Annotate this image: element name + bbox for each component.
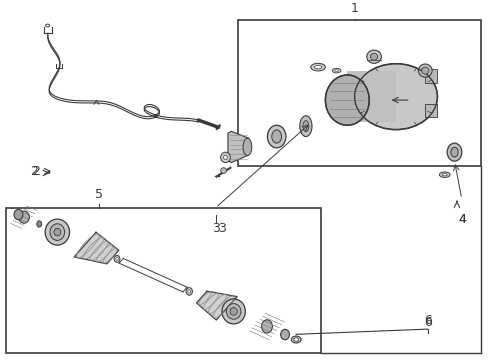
Ellipse shape xyxy=(19,211,29,223)
Ellipse shape xyxy=(447,143,462,161)
Ellipse shape xyxy=(186,288,193,295)
Ellipse shape xyxy=(418,64,432,77)
Polygon shape xyxy=(196,291,237,320)
Bar xyxy=(238,20,481,166)
Ellipse shape xyxy=(370,53,378,60)
Ellipse shape xyxy=(223,155,227,159)
Text: 2: 2 xyxy=(30,165,38,178)
Text: 1: 1 xyxy=(351,2,359,15)
Text: 6: 6 xyxy=(424,316,432,329)
Ellipse shape xyxy=(303,121,309,132)
Ellipse shape xyxy=(14,210,23,220)
Bar xyxy=(425,104,438,117)
Ellipse shape xyxy=(188,290,191,293)
Ellipse shape xyxy=(37,221,42,227)
Polygon shape xyxy=(228,131,251,163)
Ellipse shape xyxy=(291,336,301,343)
Ellipse shape xyxy=(442,174,447,176)
Ellipse shape xyxy=(421,67,429,74)
Ellipse shape xyxy=(46,24,49,27)
Ellipse shape xyxy=(355,64,438,130)
Ellipse shape xyxy=(315,66,322,69)
Ellipse shape xyxy=(300,116,312,136)
Ellipse shape xyxy=(243,138,252,156)
Text: 4: 4 xyxy=(458,213,466,226)
Ellipse shape xyxy=(294,338,298,341)
Text: 2: 2 xyxy=(32,165,40,178)
Text: 4: 4 xyxy=(458,213,466,226)
Ellipse shape xyxy=(116,257,118,260)
Text: 3: 3 xyxy=(218,221,226,235)
Polygon shape xyxy=(74,232,119,264)
Ellipse shape xyxy=(50,224,65,240)
Ellipse shape xyxy=(220,168,226,173)
Ellipse shape xyxy=(451,147,458,157)
Ellipse shape xyxy=(268,125,286,148)
Ellipse shape xyxy=(54,228,61,236)
Ellipse shape xyxy=(226,303,241,319)
Bar xyxy=(347,71,396,122)
Ellipse shape xyxy=(222,299,245,324)
Ellipse shape xyxy=(325,75,369,125)
Ellipse shape xyxy=(220,152,230,163)
Bar xyxy=(425,69,438,83)
Ellipse shape xyxy=(230,307,237,315)
Ellipse shape xyxy=(311,63,325,71)
Ellipse shape xyxy=(45,219,70,245)
Ellipse shape xyxy=(367,50,381,63)
Text: 5: 5 xyxy=(95,188,103,201)
Ellipse shape xyxy=(332,68,341,73)
Bar xyxy=(6,208,320,354)
Ellipse shape xyxy=(335,70,339,72)
Text: 3: 3 xyxy=(212,221,220,235)
Ellipse shape xyxy=(114,256,120,262)
Text: 6: 6 xyxy=(424,314,432,327)
Ellipse shape xyxy=(440,172,450,177)
Ellipse shape xyxy=(281,329,290,340)
Ellipse shape xyxy=(262,320,272,333)
Ellipse shape xyxy=(272,130,282,143)
